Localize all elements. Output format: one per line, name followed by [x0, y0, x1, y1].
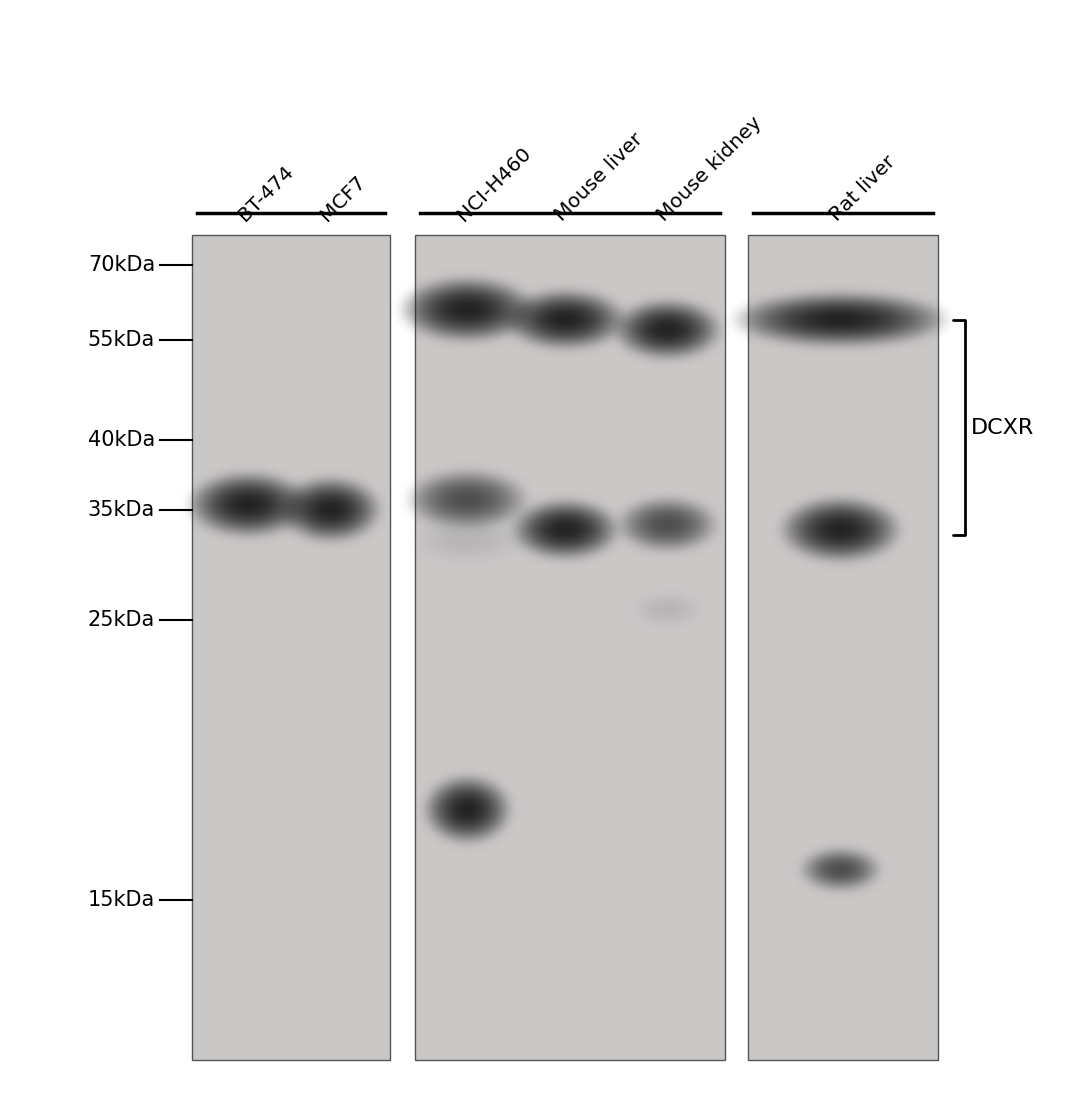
Text: 40kDa: 40kDa [87, 430, 156, 450]
Text: DCXR: DCXR [971, 418, 1035, 438]
Text: BT-474: BT-474 [234, 162, 297, 225]
Text: 15kDa: 15kDa [87, 890, 156, 910]
Bar [748, 235, 939, 1060]
Text: Rat liver: Rat liver [826, 152, 900, 225]
Text: MCF7: MCF7 [316, 172, 369, 225]
Text: 55kDa: 55kDa [87, 330, 156, 350]
Text: 70kDa: 70kDa [87, 255, 156, 275]
Text: 25kDa: 25kDa [87, 611, 156, 630]
Bar [415, 235, 725, 1060]
Bar [192, 235, 390, 1060]
Text: NCI-H460: NCI-H460 [454, 144, 535, 225]
Text: Mouse liver: Mouse liver [552, 130, 647, 225]
Text: 35kDa: 35kDa [87, 500, 156, 520]
Text: Mouse kidney: Mouse kidney [653, 113, 766, 225]
